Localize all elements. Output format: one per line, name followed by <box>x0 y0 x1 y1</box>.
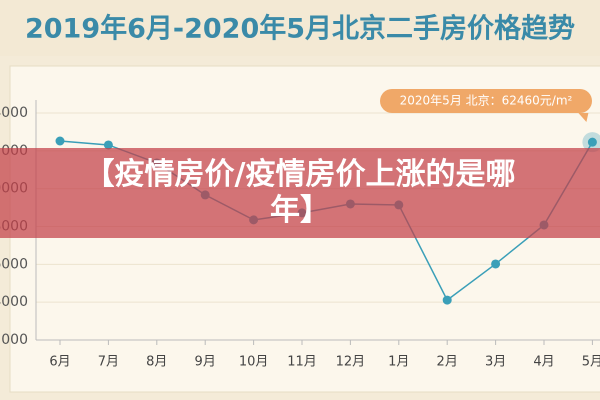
y-tick-label: 52000 <box>0 332 28 348</box>
point <box>55 136 65 146</box>
point <box>442 295 452 305</box>
x-tick-label: 12月 <box>336 355 366 370</box>
x-tick-label: 1月 <box>388 355 409 370</box>
x-tick-label: 6月 <box>49 355 70 370</box>
x-tick-label: 2月 <box>437 355 458 370</box>
x-tick-label: 4月 <box>533 355 554 370</box>
chart-title: 2019年6月-2020年5月北京二手房价格趋势 <box>25 13 575 45</box>
annotation-pointer <box>578 113 589 122</box>
point <box>587 137 597 147</box>
x-tick-label: 8月 <box>146 355 167 370</box>
x-tick-label: 10月 <box>239 355 269 370</box>
x-tick-label: 9月 <box>195 355 216 370</box>
x-tick-label: 7月 <box>98 355 119 370</box>
title-bar <box>0 0 600 56</box>
y-tick-label: 54000 <box>0 294 28 310</box>
point <box>103 140 113 150</box>
annotation-box <box>380 89 592 113</box>
x-tick-label: 3月 <box>485 355 506 370</box>
point <box>491 259 501 269</box>
y-tick-label: 64000 <box>0 105 28 121</box>
banner-text: 【疫情房价/疫情房价上涨的是哪年】 <box>84 157 516 228</box>
x-tick-label: 11月 <box>287 355 317 370</box>
x-tick-label: 5月 <box>582 355 600 370</box>
banner: 【疫情房价/疫情房价上涨的是哪年】 <box>0 148 600 238</box>
y-tick-label: 56000 <box>0 256 28 272</box>
annotation: 2020年5月 北京：62460元/m² <box>400 94 573 108</box>
